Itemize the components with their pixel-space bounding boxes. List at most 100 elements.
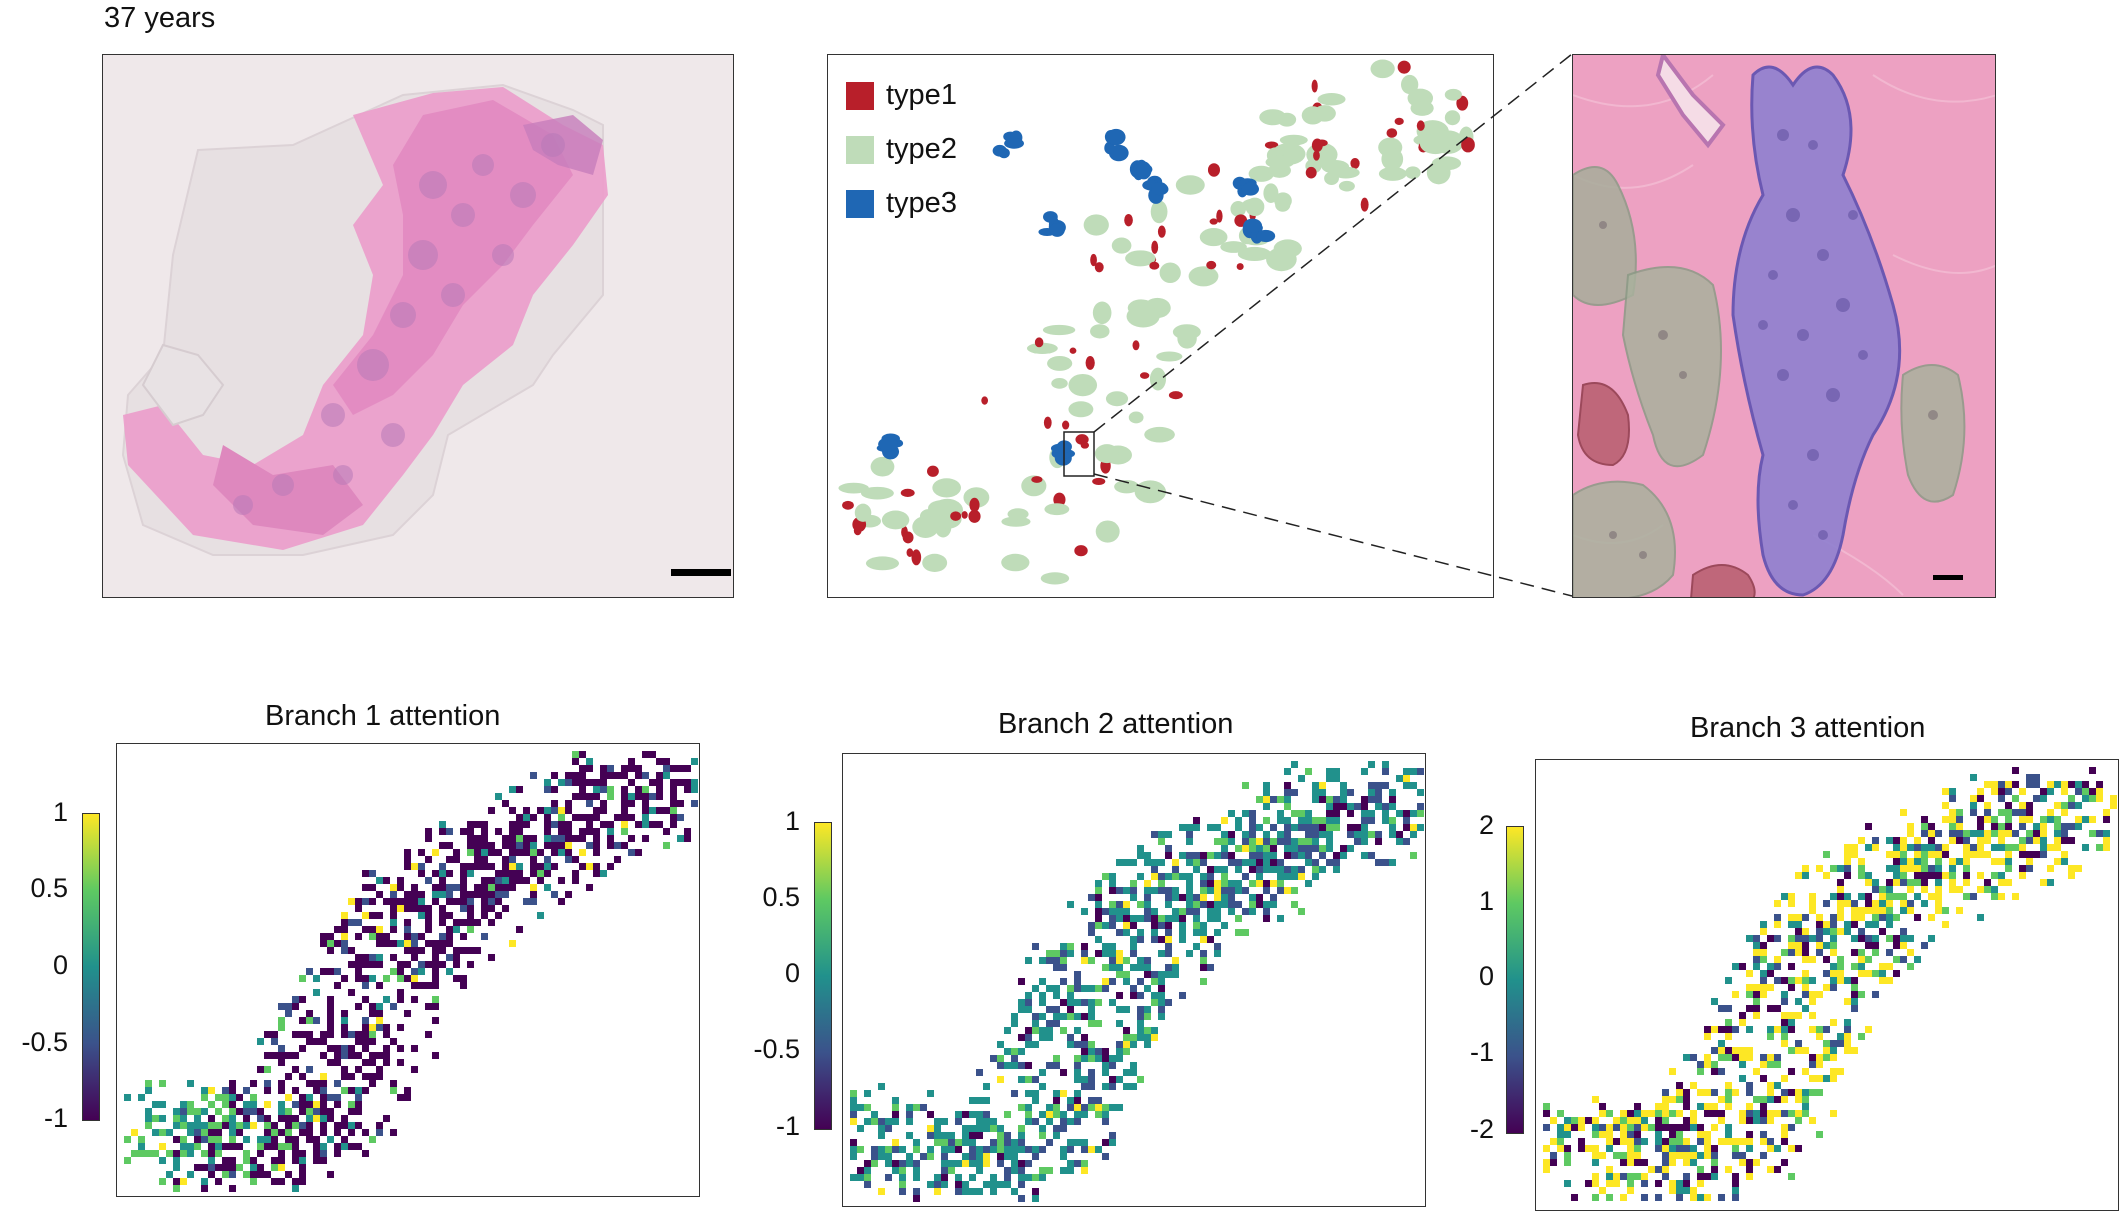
attention-cell: [369, 933, 376, 940]
attention-cell: [481, 891, 488, 898]
attention-cell: [187, 1129, 194, 1136]
attention-cell: [1067, 992, 1074, 999]
colorbar3-tick-lower: -1: [1469, 1037, 1494, 1067]
attention-cell: [397, 1059, 404, 1066]
attention-cell: [306, 1108, 313, 1115]
type1-region: [1311, 79, 1318, 93]
attention-cell: [1662, 1173, 1669, 1180]
attention-cell: [523, 835, 530, 842]
attention-cell: [2075, 816, 2082, 823]
attention-cell: [1655, 1180, 1662, 1187]
attention-cell: [1137, 1027, 1144, 1034]
attention-cell: [1753, 949, 1760, 956]
attention-cell: [1837, 956, 1844, 963]
attention-cell: [1403, 775, 1410, 782]
attention-cell: [1725, 1103, 1732, 1110]
attention-cell: [481, 905, 488, 912]
attention-cell: [1760, 1061, 1767, 1068]
attention-cell: [502, 835, 509, 842]
attention-cell: [1886, 949, 1893, 956]
attention-cell: [299, 1122, 306, 1129]
type1-region: [1209, 218, 1218, 225]
attention-cell: [1263, 852, 1270, 859]
attention-cell: [271, 1052, 278, 1059]
attention-cell: [1207, 824, 1214, 831]
attention-cell: [1382, 761, 1389, 768]
attention-cell: [1830, 1075, 1837, 1082]
attention-cell: [306, 1017, 313, 1024]
attention-cell: [509, 884, 516, 891]
attention-cell: [1067, 985, 1074, 992]
attention-cell: [236, 1129, 243, 1136]
attention-cell: [1788, 893, 1795, 900]
attention-cell: [1543, 1145, 1550, 1152]
attention-cell: [684, 835, 691, 842]
attention-cell: [1291, 761, 1298, 768]
attention-cell: [432, 884, 439, 891]
attention-cell: [1116, 1048, 1123, 1055]
attention-cell: [495, 898, 502, 905]
attention-cell: [642, 786, 649, 793]
attention-cell: [222, 1122, 229, 1129]
attention-cell: [1795, 1012, 1802, 1019]
attention-cell: [1865, 907, 1872, 914]
attention-cell: [1053, 1062, 1060, 1069]
attention-cell: [355, 919, 362, 926]
attention-cell: [1683, 1089, 1690, 1096]
attention-cell: [1144, 859, 1151, 866]
attention-cell: [1137, 915, 1144, 922]
attention-cell: [271, 1157, 278, 1164]
attention-cell: [1823, 872, 1830, 879]
attention-cell: [1025, 1034, 1032, 1041]
attention-cell: [2061, 823, 2068, 830]
attention-cell: [243, 1115, 250, 1122]
attention-cell: [1655, 1117, 1662, 1124]
attention-cell: [1074, 1139, 1081, 1146]
attention-cell: [1844, 1033, 1851, 1040]
attention-cell: [2068, 872, 2075, 879]
attention-cell: [243, 1171, 250, 1178]
attention-cell: [173, 1136, 180, 1143]
attention-cell: [1011, 1020, 1018, 1027]
attention-cell: [1886, 935, 1893, 942]
attention-cell: [1732, 1173, 1739, 1180]
attention-cell: [1571, 1194, 1578, 1201]
attention-cell: [1816, 942, 1823, 949]
attention-cell: [516, 877, 523, 884]
attention-cell: [1368, 817, 1375, 824]
attention-cell: [1844, 893, 1851, 900]
attention-cell: [1165, 845, 1172, 852]
attention-cell: [208, 1157, 215, 1164]
colorbar3-tick-mid: 0: [1478, 961, 1494, 991]
type2-region: [860, 486, 894, 500]
attention-cell: [1081, 943, 1088, 950]
attention-cell: [1151, 978, 1158, 985]
attention-cell: [1193, 922, 1200, 929]
attention-cell: [1410, 810, 1417, 817]
attention-cell: [1284, 873, 1291, 880]
attention-cell: [1711, 998, 1718, 1005]
attention-cell: [1606, 1138, 1613, 1145]
attention-cell: [990, 1181, 997, 1188]
attention-cell: [1151, 1027, 1158, 1034]
attention-cell: [1949, 788, 1956, 795]
type1-region: [950, 511, 962, 521]
attention-cell: [341, 933, 348, 940]
attention-cell: [1830, 949, 1837, 956]
attention-cell: [432, 940, 439, 947]
attention-cell: [369, 1080, 376, 1087]
attention-cell: [1809, 998, 1816, 1005]
attention-cell: [1942, 802, 1949, 809]
attention-cell: [1753, 1005, 1760, 1012]
attention-cell: [2012, 781, 2019, 788]
type1-region: [1360, 197, 1369, 212]
attention-cell: [1032, 1153, 1039, 1160]
attention-cell: [1102, 950, 1109, 957]
attention-cell: [1802, 1089, 1809, 1096]
attention-cell: [1130, 1083, 1137, 1090]
attention-cell: [2096, 844, 2103, 851]
attention-cell: [1858, 970, 1865, 977]
attention-cell: [516, 842, 523, 849]
attention-cell: [1382, 859, 1389, 866]
attention-cell: [1928, 851, 1935, 858]
